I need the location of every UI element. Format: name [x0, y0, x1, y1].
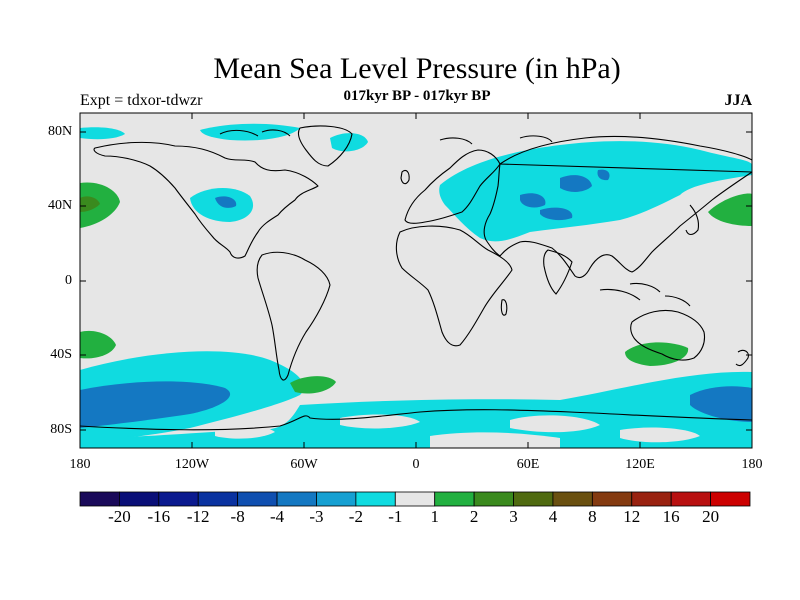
- colorbar-label: 16: [662, 507, 680, 526]
- colorbar-label: -4: [269, 507, 285, 526]
- colorbar-swatch: [591, 491, 633, 507]
- colorbar-swatch: [79, 491, 120, 507]
- colorbar-label: -12: [186, 507, 210, 526]
- coast-japan: [685, 204, 700, 236]
- colorbar-swatch: [276, 491, 317, 507]
- dark-green-north-pacific-west: [80, 196, 100, 212]
- lon-label-60e: 60E: [516, 457, 540, 472]
- coast-madagascar: [500, 299, 508, 316]
- coast-greenland: [297, 125, 353, 167]
- colorbar-swatch: [197, 491, 239, 507]
- arctic-cyan-3: [80, 127, 125, 140]
- green-south-atlantic: [290, 376, 336, 394]
- colorbar-swatch: [158, 491, 199, 507]
- season-label: JJA: [724, 92, 752, 109]
- colorbar-label: 4: [548, 507, 558, 526]
- subtitle: 017kyr BP - 017kyr BP: [343, 88, 491, 104]
- colorbar-label: 20: [702, 507, 720, 526]
- colorbar: [79, 491, 751, 507]
- coast-arctic-islands: [219, 129, 553, 145]
- colorbar-label: 3: [509, 507, 518, 526]
- colorbar-label: -1: [388, 507, 403, 526]
- coast-uk: [400, 169, 410, 185]
- colorbar-swatch: [119, 491, 160, 507]
- colorbar-label: 1: [430, 507, 439, 526]
- coast-north-america: [93, 141, 319, 259]
- colorbar-swatch: [552, 491, 593, 507]
- southern-gap-2: [510, 415, 600, 433]
- page-title: Mean Sea Level Pressure (in hPa): [213, 52, 621, 85]
- colorbar-swatch: [237, 491, 278, 507]
- colorbar-label: -2: [348, 507, 363, 526]
- colorbar-label: -8: [230, 507, 245, 526]
- southern-gap-1: [215, 422, 275, 439]
- green-north-pacific-east: [708, 193, 752, 226]
- lat-label-40n: 40N: [48, 198, 73, 213]
- green-south-indian: [625, 342, 689, 366]
- colorbar-label: 12: [623, 507, 641, 526]
- lat-label-80n: 80N: [48, 124, 73, 139]
- experiment-label: Expt = tdxor-tdwzr: [80, 92, 203, 109]
- lon-label-60w: 60W: [290, 457, 318, 472]
- colorbar-swatch: [434, 491, 475, 507]
- coast-india: [543, 249, 573, 295]
- coast-australia: [630, 309, 706, 361]
- lon-label-180w: 180: [69, 457, 91, 472]
- eurasia-blue-2: [520, 193, 546, 208]
- coast-indonesia: [599, 282, 691, 307]
- southern-ocean-blue-east: [690, 386, 752, 422]
- colorbar-swatch: [513, 491, 554, 507]
- eurasia-blue-3: [540, 207, 573, 221]
- eurasia-blue-4: [597, 169, 610, 181]
- lat-label-0: 0: [65, 273, 72, 288]
- coast-new-zealand: [735, 349, 749, 367]
- colorbar-swatch: [355, 491, 396, 507]
- eurasia-cyan: [439, 141, 752, 242]
- coast-africa: [395, 225, 513, 347]
- lat-label-80s: 80S: [50, 422, 72, 437]
- lat-label-40s: 40S: [50, 347, 72, 362]
- colorbar-swatch: [631, 491, 672, 507]
- colorbar-swatch: [710, 491, 751, 507]
- colorbar-swatch: [670, 491, 711, 507]
- axis-ticks: [80, 113, 752, 448]
- coast-asia: [483, 135, 753, 279]
- colorbar-label: -20: [108, 507, 131, 526]
- eurasia-blue-1: [560, 175, 592, 192]
- colorbar-label: 2: [469, 507, 479, 526]
- green-south-pacific-west: [80, 330, 116, 359]
- colorbar-swatch: [394, 491, 436, 507]
- colorbar-label: -3: [309, 507, 324, 526]
- southern-ocean-blue-west: [80, 381, 231, 428]
- anomaly-regions: [80, 123, 752, 448]
- lon-label-0: 0: [412, 457, 420, 472]
- coast-antarctica: [79, 409, 753, 431]
- colorbar-label: 8: [588, 507, 597, 526]
- coast-south-america: [256, 251, 331, 381]
- lon-label-120w: 120W: [174, 457, 210, 472]
- coastlines: [79, 125, 753, 431]
- colorbar-swatch: [316, 491, 357, 507]
- lon-label-180e: 180: [741, 457, 763, 472]
- north-america-blue: [215, 196, 237, 208]
- colorbar-swatch: [473, 491, 514, 507]
- colorbar-label: -16: [147, 507, 171, 526]
- lon-label-120e: 120E: [625, 457, 655, 472]
- green-north-pacific-west: [80, 182, 120, 228]
- southern-gap-5: [620, 427, 700, 443]
